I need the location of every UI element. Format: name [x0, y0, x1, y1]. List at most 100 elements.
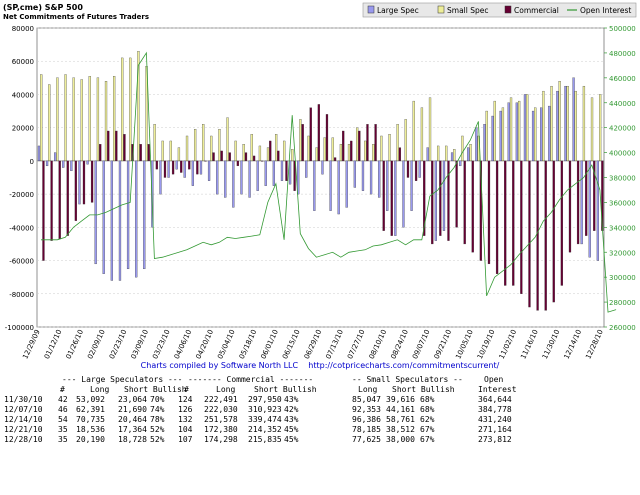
bar — [493, 100, 496, 162]
col-ss-short-bullish: Short Bullish — [392, 385, 455, 394]
bar — [406, 160, 410, 178]
credit-url[interactable]: http://cotpricecharts.com/commitmentscur… — [308, 361, 500, 370]
bar — [277, 150, 280, 162]
table-row: 11/30/10 42 53,092 23,064 70% 124 222,491 297,9… — [0, 395, 640, 405]
cell-ls-n: 46 — [58, 405, 68, 414]
bar — [315, 147, 318, 162]
bar — [499, 110, 502, 162]
bar — [280, 160, 284, 181]
bar — [299, 119, 302, 162]
bar — [250, 134, 253, 162]
bar — [434, 160, 437, 241]
x-tick-label: 11/16/10 — [519, 328, 540, 360]
bar — [180, 160, 183, 173]
bar — [560, 160, 564, 286]
bar — [372, 144, 375, 162]
bar — [439, 160, 442, 236]
cell-c-long: 251,578 — [204, 415, 238, 424]
bar — [487, 160, 491, 265]
left-axis-tick-label: 60000 — [12, 58, 34, 66]
cell-ls-long: 53,092 — [76, 395, 105, 404]
bar — [228, 152, 231, 162]
bar — [509, 97, 513, 162]
bar — [177, 147, 181, 162]
bar — [585, 160, 588, 236]
col-c-count: # — [184, 385, 189, 394]
bar — [272, 160, 275, 186]
bar — [283, 140, 286, 162]
table-row: 12/14/10 54 70,735 20,464 78% 132 251,578 339,4… — [0, 415, 640, 425]
bar — [72, 77, 75, 162]
cell-c-long: 222,030 — [204, 405, 238, 414]
cell-ls-short: 21,690 — [118, 405, 147, 414]
bar — [518, 100, 521, 162]
cell-date: 12/28/10 — [4, 435, 43, 444]
cell-c-n: 132 — [178, 415, 193, 424]
bar — [436, 145, 440, 162]
bar — [191, 160, 194, 186]
bar — [110, 160, 114, 281]
left-axis-tick-label: -80000 — [9, 291, 34, 299]
cell-c-bull: 45% — [284, 425, 299, 434]
chart-symbol: (SP,cme) S&P 500 — [3, 3, 83, 12]
x-tick-label: 03/09/10 — [130, 328, 151, 360]
right-axis-tick-label: 280000 — [609, 299, 636, 307]
bar — [520, 160, 523, 294]
bar — [285, 160, 288, 181]
cell-ls-long: 18,536 — [76, 425, 105, 434]
bar — [66, 160, 69, 236]
right-axis-tick-label: 420000 — [609, 125, 636, 133]
cell-c-long: 174,298 — [204, 435, 238, 444]
bar — [242, 144, 245, 162]
bar — [196, 160, 199, 175]
cell-ls-long: 62,391 — [76, 405, 105, 414]
bar — [542, 90, 545, 162]
bar — [204, 160, 207, 162]
bar — [414, 160, 418, 181]
bar — [129, 57, 132, 162]
bar — [293, 160, 296, 191]
group-open: Open — [484, 375, 504, 384]
bar — [226, 117, 229, 162]
bar — [394, 160, 397, 236]
chart-subtitle: Net Commitments of Futures Traders — [3, 13, 149, 21]
bar — [467, 147, 470, 162]
bar — [210, 135, 213, 162]
bar — [261, 160, 264, 162]
bar — [121, 57, 124, 162]
bar — [232, 160, 235, 208]
bar — [461, 135, 464, 162]
bar — [305, 160, 308, 178]
bar — [337, 160, 340, 215]
x-tick-label: 12/28/10 — [584, 328, 605, 360]
x-tick-label: 06/15/10 — [281, 328, 302, 360]
bar — [491, 115, 494, 162]
bar — [445, 145, 448, 162]
bar — [297, 160, 300, 195]
bar — [96, 77, 100, 162]
bar — [216, 160, 219, 195]
bar — [329, 160, 332, 211]
cell-ss-long: 77,625 — [352, 435, 381, 444]
bar — [74, 160, 78, 221]
x-tick-label: 01/12/10 — [43, 328, 64, 360]
cell-ls-n: 42 — [58, 395, 68, 404]
cell-oi: 431,240 — [478, 415, 512, 424]
bar — [504, 160, 507, 286]
cell-ss-bull: 67% — [420, 425, 435, 434]
bar — [58, 160, 61, 240]
x-tick-label: 04/20/10 — [195, 328, 216, 360]
bar — [115, 130, 118, 162]
x-tick-label: 12/14/10 — [563, 328, 584, 360]
bar — [321, 160, 324, 175]
legend-swatch — [367, 5, 375, 14]
bar — [596, 160, 600, 261]
bar — [540, 107, 543, 162]
right-axis-tick-label: 480000 — [609, 50, 636, 58]
bar — [442, 160, 446, 231]
x-tick-label: 08/10/10 — [368, 328, 389, 360]
bar — [528, 160, 531, 308]
right-axis-tick-label: 260000 — [609, 324, 636, 332]
x-tick-label: 06/01/10 — [259, 328, 280, 360]
bar — [353, 160, 356, 188]
